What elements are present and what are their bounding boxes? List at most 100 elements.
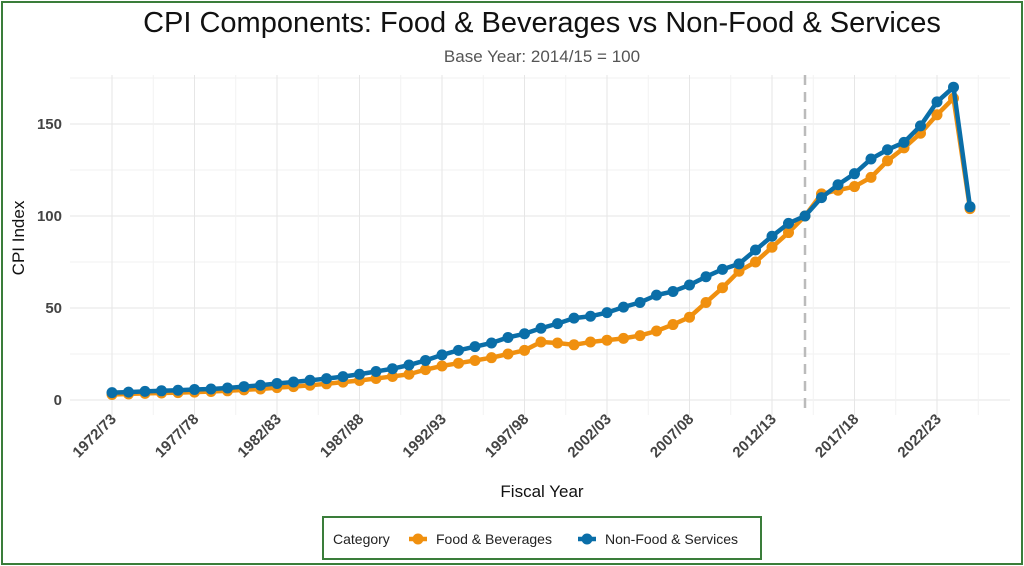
x-tick-label: 1997/98 [482,411,532,461]
data-point [502,348,514,360]
data-point [766,241,778,253]
data-point [106,387,118,399]
legend-key-food [409,533,427,545]
data-point [189,384,200,396]
data-point [766,230,778,242]
data-point [387,363,398,375]
data-point [865,153,877,165]
data-point [403,368,415,380]
x-ticks: 1972/73 1977/78 1982/83 1987/88 1992/93 1997/… [69,411,944,461]
data-point [453,357,464,369]
data-point [552,318,563,330]
data-point [849,181,860,193]
data-point [172,384,184,396]
data-point [931,109,943,121]
data-point [453,344,464,356]
data-point [783,217,794,229]
x-tick-label: 1987/88 [317,411,367,461]
data-point [799,210,811,222]
data-point [832,179,844,191]
data-point [271,377,283,389]
y-tick-label: 50 [45,300,62,317]
data-point [601,307,613,319]
data-point [651,289,662,301]
data-point [898,136,910,148]
data-point [964,201,976,213]
data-point [535,322,547,334]
data-point [354,368,365,380]
x-tick-label: 1982/83 [234,411,284,461]
data-point [931,96,943,108]
data-point [717,263,728,275]
data-point [700,271,712,283]
grid [70,75,1010,415]
legend-label-food: Food & Beverages [436,531,552,547]
chart-title: CPI Components: Food & Beverages vs Non-… [143,7,941,39]
data-point [255,379,266,391]
data-point [519,328,530,340]
y-tick-label: 150 [37,116,62,133]
data-point [486,352,497,364]
legend-box [322,516,762,560]
legend-title: Category [333,531,390,547]
data-point [436,349,448,361]
data-point [849,168,860,180]
legend: Category Food & Beverages Non-Food & Ser… [322,516,762,560]
data-point [684,311,695,323]
data-point [684,279,695,291]
data-point [585,336,596,348]
x-axis-title: Fiscal Year [500,482,583,501]
x-tick-label: 2002/03 [564,411,614,461]
legend-point [412,533,424,545]
x-tick-label: 2022/23 [894,411,944,461]
data-point [651,325,662,337]
data-point [288,376,299,388]
x-tick-label: 1977/78 [152,411,202,461]
data-point [585,310,596,322]
data-point [882,155,893,167]
data-point [733,258,745,270]
data-point [486,337,497,349]
data-point [618,332,629,344]
data-point [469,341,481,353]
x-tick-label: 1972/73 [69,411,119,461]
data-point [403,359,415,371]
data-point [750,256,761,268]
y-tick-label: 0 [54,392,62,409]
x-tick-label: 2017/18 [812,411,862,461]
data-point [304,374,316,386]
x-tick-label: 1992/93 [399,411,449,461]
y-ticks: 0 50 100 150 [37,116,62,409]
y-tick-label: 100 [37,208,62,225]
data-point [139,385,151,397]
data-point [882,144,893,156]
chart-subtitle: Base Year: 2014/15 = 100 [444,47,640,66]
data-point [750,244,761,256]
x-tick-label: 2007/08 [647,411,697,461]
data-point [420,354,431,366]
data-point [222,382,233,394]
legend-point [581,533,593,545]
data-point [717,282,728,294]
data-point [634,296,646,308]
data-point [156,385,167,397]
x-tick-label: 2012/13 [729,411,779,461]
data-point [783,227,794,239]
data-point [321,373,332,385]
data-point [370,365,382,377]
data-point [420,364,431,376]
data-point [865,171,877,183]
data-point [205,383,217,395]
data-point [915,120,926,132]
data-point [238,381,250,393]
data-point [469,354,481,366]
data-point [123,386,134,398]
legend-label-nonfood: Non-Food & Services [605,531,738,547]
data-point [568,312,580,324]
legend-key-nonfood [578,533,596,545]
data-point [618,301,629,313]
data-point [502,331,514,343]
data-point [601,334,613,346]
